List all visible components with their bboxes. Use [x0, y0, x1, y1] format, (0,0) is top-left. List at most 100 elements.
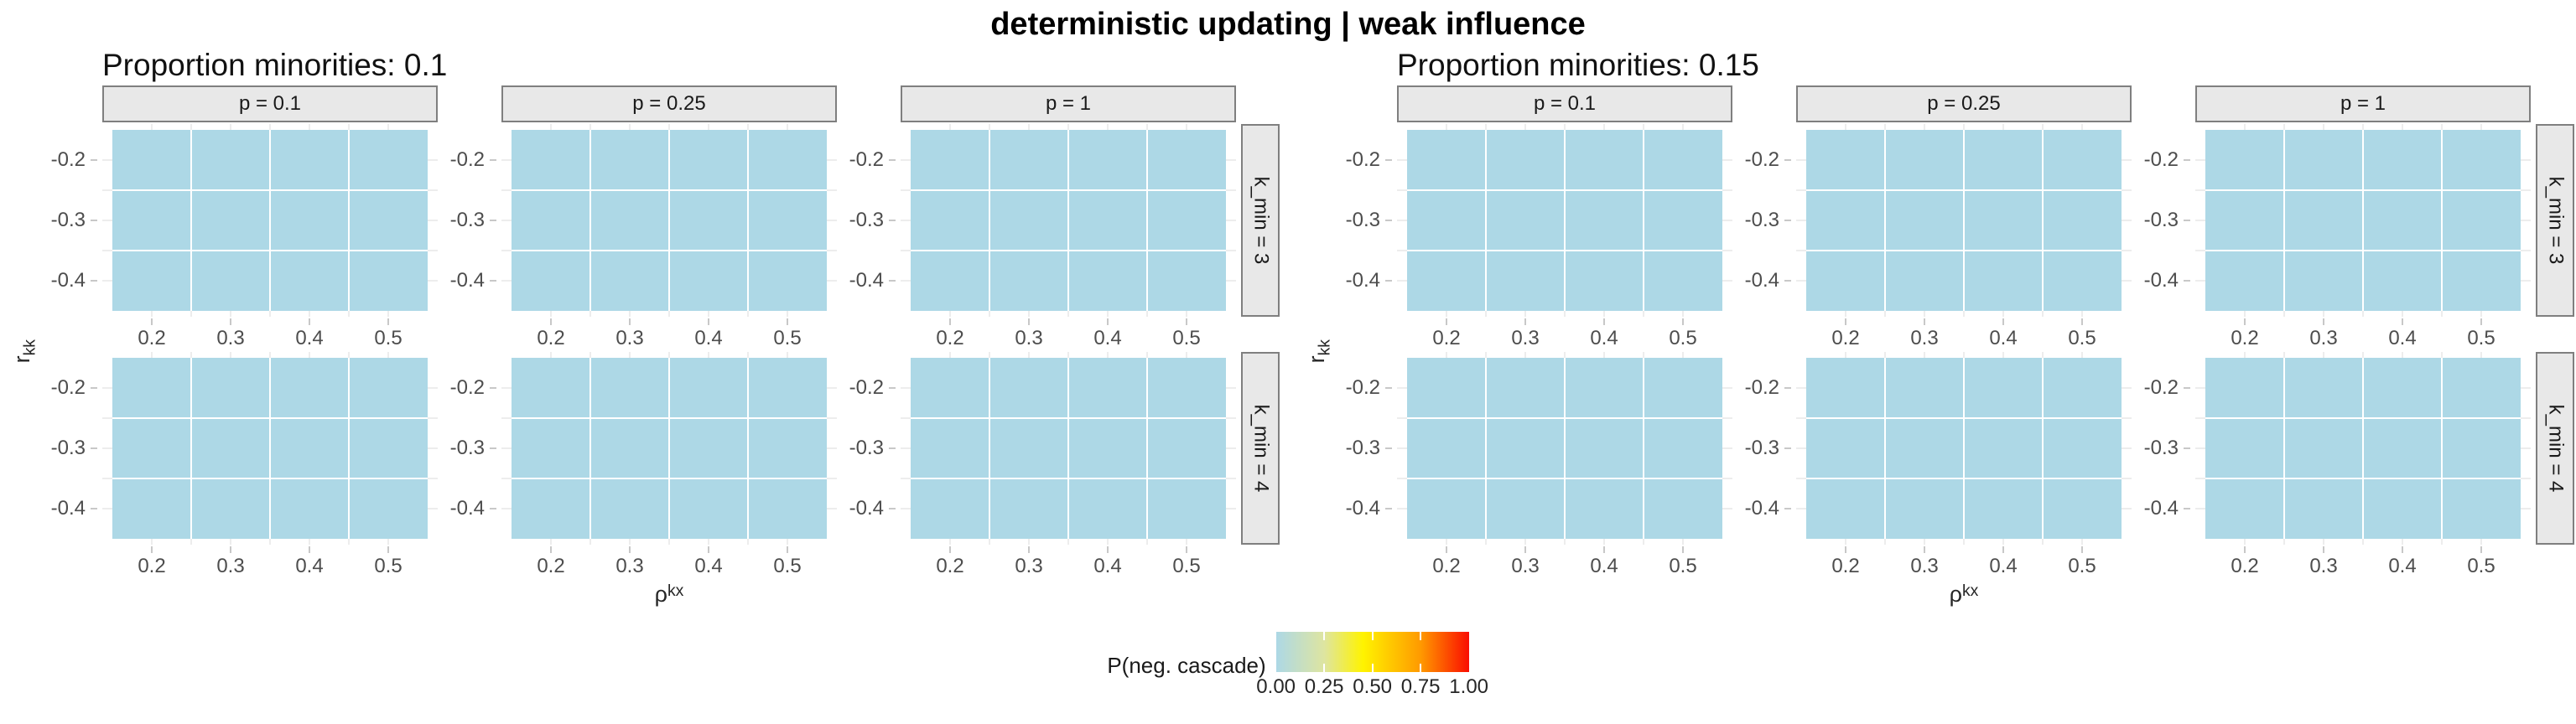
tile-divider-vertical [1485, 129, 1487, 312]
x-tick-mark [1603, 546, 1605, 553]
x-tick-mark [2244, 546, 2246, 553]
y-tick-mark [889, 158, 896, 161]
y-tick-label: -0.4 [50, 497, 86, 520]
tile-divider-vertical [348, 357, 350, 540]
x-tick-mark [949, 546, 951, 553]
x-axis-labels: 0.2 0.3 0.4 0.5 [1796, 318, 2132, 350]
tile-divider-vertical [589, 129, 591, 312]
x-tick-label: 0.4 [295, 327, 324, 349]
y-tick-label: -0.4 [1744, 269, 1779, 292]
tile-divider-vertical [989, 129, 990, 312]
tile-divider-horizontal [112, 416, 428, 419]
tile-divider-vertical [668, 129, 670, 312]
y-tick-label: -0.2 [1744, 147, 1779, 171]
y-axis-title-text: rkk [9, 339, 39, 363]
tile-divider-vertical [1564, 129, 1566, 312]
facet-panel [2195, 124, 2531, 317]
x-tick-mark [1924, 546, 1925, 553]
y-tick-mark [2184, 280, 2190, 282]
tile-divider-vertical [1643, 129, 1644, 312]
x-tick-mark [1028, 318, 1030, 325]
x-axis-labels: 0.2 0.3 0.4 0.5 [1796, 546, 2132, 578]
facet-panel [901, 352, 1236, 545]
tile-divider-vertical [589, 357, 591, 540]
x-tick-label: 0.3 [216, 327, 245, 349]
tile-divider-horizontal [112, 478, 428, 480]
y-tick-label: -0.4 [849, 497, 884, 520]
y-tick-label: -0.4 [1345, 497, 1380, 520]
x-tick-mark [1603, 318, 1605, 325]
x-tick-mark [387, 546, 389, 553]
facet-column-label: p = 0.1 [238, 92, 302, 115]
tile-divider-vertical [1146, 129, 1148, 312]
tile-divider-horizontal [512, 250, 827, 252]
x-tick-label: 0.5 [2467, 327, 2496, 349]
y-axis-title-sub: kk [1315, 339, 1334, 356]
x-tick-mark [2323, 318, 2324, 325]
x-tick-mark [1186, 318, 1187, 325]
facet-column-strip: p = 0.25 [501, 85, 837, 122]
x-tick-label: 0.2 [1432, 555, 1461, 577]
x-tick-label: 0.2 [138, 327, 166, 349]
y-tick-label: -0.2 [50, 375, 86, 399]
x-axis-title: ρ kx [102, 580, 1236, 610]
facet-column-label: p = 0.25 [1927, 92, 2001, 115]
y-tick-mark [2184, 220, 2190, 221]
y-tick-mark [889, 220, 896, 221]
x-tick-label: 0.5 [773, 555, 802, 577]
x-axis-title-base: ρ [1949, 582, 1962, 607]
tile-divider-horizontal [512, 189, 827, 191]
facet-panel [901, 124, 1236, 317]
facet-column-label: p = 0.1 [1533, 92, 1597, 115]
y-axis-title: rkk [1304, 124, 1334, 578]
facet-column-strip: p = 0.25 [1796, 85, 2132, 122]
y-tick-mark [2184, 508, 2190, 510]
facet-grid: rkk p = 0.1 p = 0.25 p = 1 -0.2 -0.3 -0.4 0.2 0.… [9, 85, 1280, 610]
y-tick-label: -0.3 [2143, 209, 2179, 231]
colorbar-tick-notch [1323, 664, 1326, 672]
x-tick-label: 0.4 [295, 555, 324, 577]
x-tick-mark [1446, 546, 1447, 553]
tile-divider-vertical [269, 357, 271, 540]
heatmap-tiles [1806, 357, 2122, 540]
y-tick-label: -0.4 [2143, 497, 2179, 520]
x-tick-label: 0.4 [694, 327, 723, 349]
y-axis-labels: -0.2 -0.3 -0.4 [842, 352, 896, 545]
x-axis-labels: 0.2 0.3 0.4 0.5 [501, 546, 837, 578]
y-tick-mark [1784, 447, 1791, 449]
y-tick-label: -0.4 [849, 269, 884, 292]
legend-labels: 0.00 0.25 0.50 0.75 1.00 [1256, 672, 1488, 699]
x-tick-label: 0.2 [537, 327, 565, 349]
y-tick-mark [490, 220, 496, 221]
x-tick-mark [1682, 318, 1684, 325]
tile-divider-vertical [1067, 357, 1069, 540]
facet-column-label: p = 1 [1045, 92, 1092, 115]
x-tick-mark [387, 318, 389, 325]
x-tick-mark [230, 318, 231, 325]
y-tick-mark [91, 386, 97, 389]
facet-panel [501, 124, 837, 317]
y-tick-label: -0.4 [449, 497, 485, 520]
y-tick-label: -0.3 [50, 209, 86, 231]
y-tick-mark [1385, 220, 1392, 221]
y-tick-mark [490, 280, 496, 282]
x-axis-labels: 0.2 0.3 0.4 0.5 [1397, 318, 1732, 350]
tile-divider-vertical [2042, 357, 2044, 540]
facet-row-strip: k_min = 3 [2536, 124, 2574, 317]
x-tick-label: 0.4 [1590, 555, 1618, 577]
x-tick-label: 0.3 [1015, 555, 1043, 577]
tile-divider-vertical [1564, 357, 1566, 540]
tile-divider-vertical [747, 129, 749, 312]
y-tick-mark [889, 280, 896, 282]
x-tick-mark [550, 318, 552, 325]
y-tick-mark [1385, 447, 1392, 449]
x-tick-mark [708, 546, 709, 553]
x-tick-mark [2081, 318, 2083, 325]
tile-divider-vertical [668, 357, 670, 540]
heatmap-tiles [512, 357, 827, 540]
facet-row-label: k_min = 4 [2544, 404, 2567, 493]
y-tick-label: -0.3 [1345, 437, 1380, 459]
facet-column-strip: p = 1 [901, 85, 1236, 122]
x-tick-mark [2002, 546, 2004, 553]
